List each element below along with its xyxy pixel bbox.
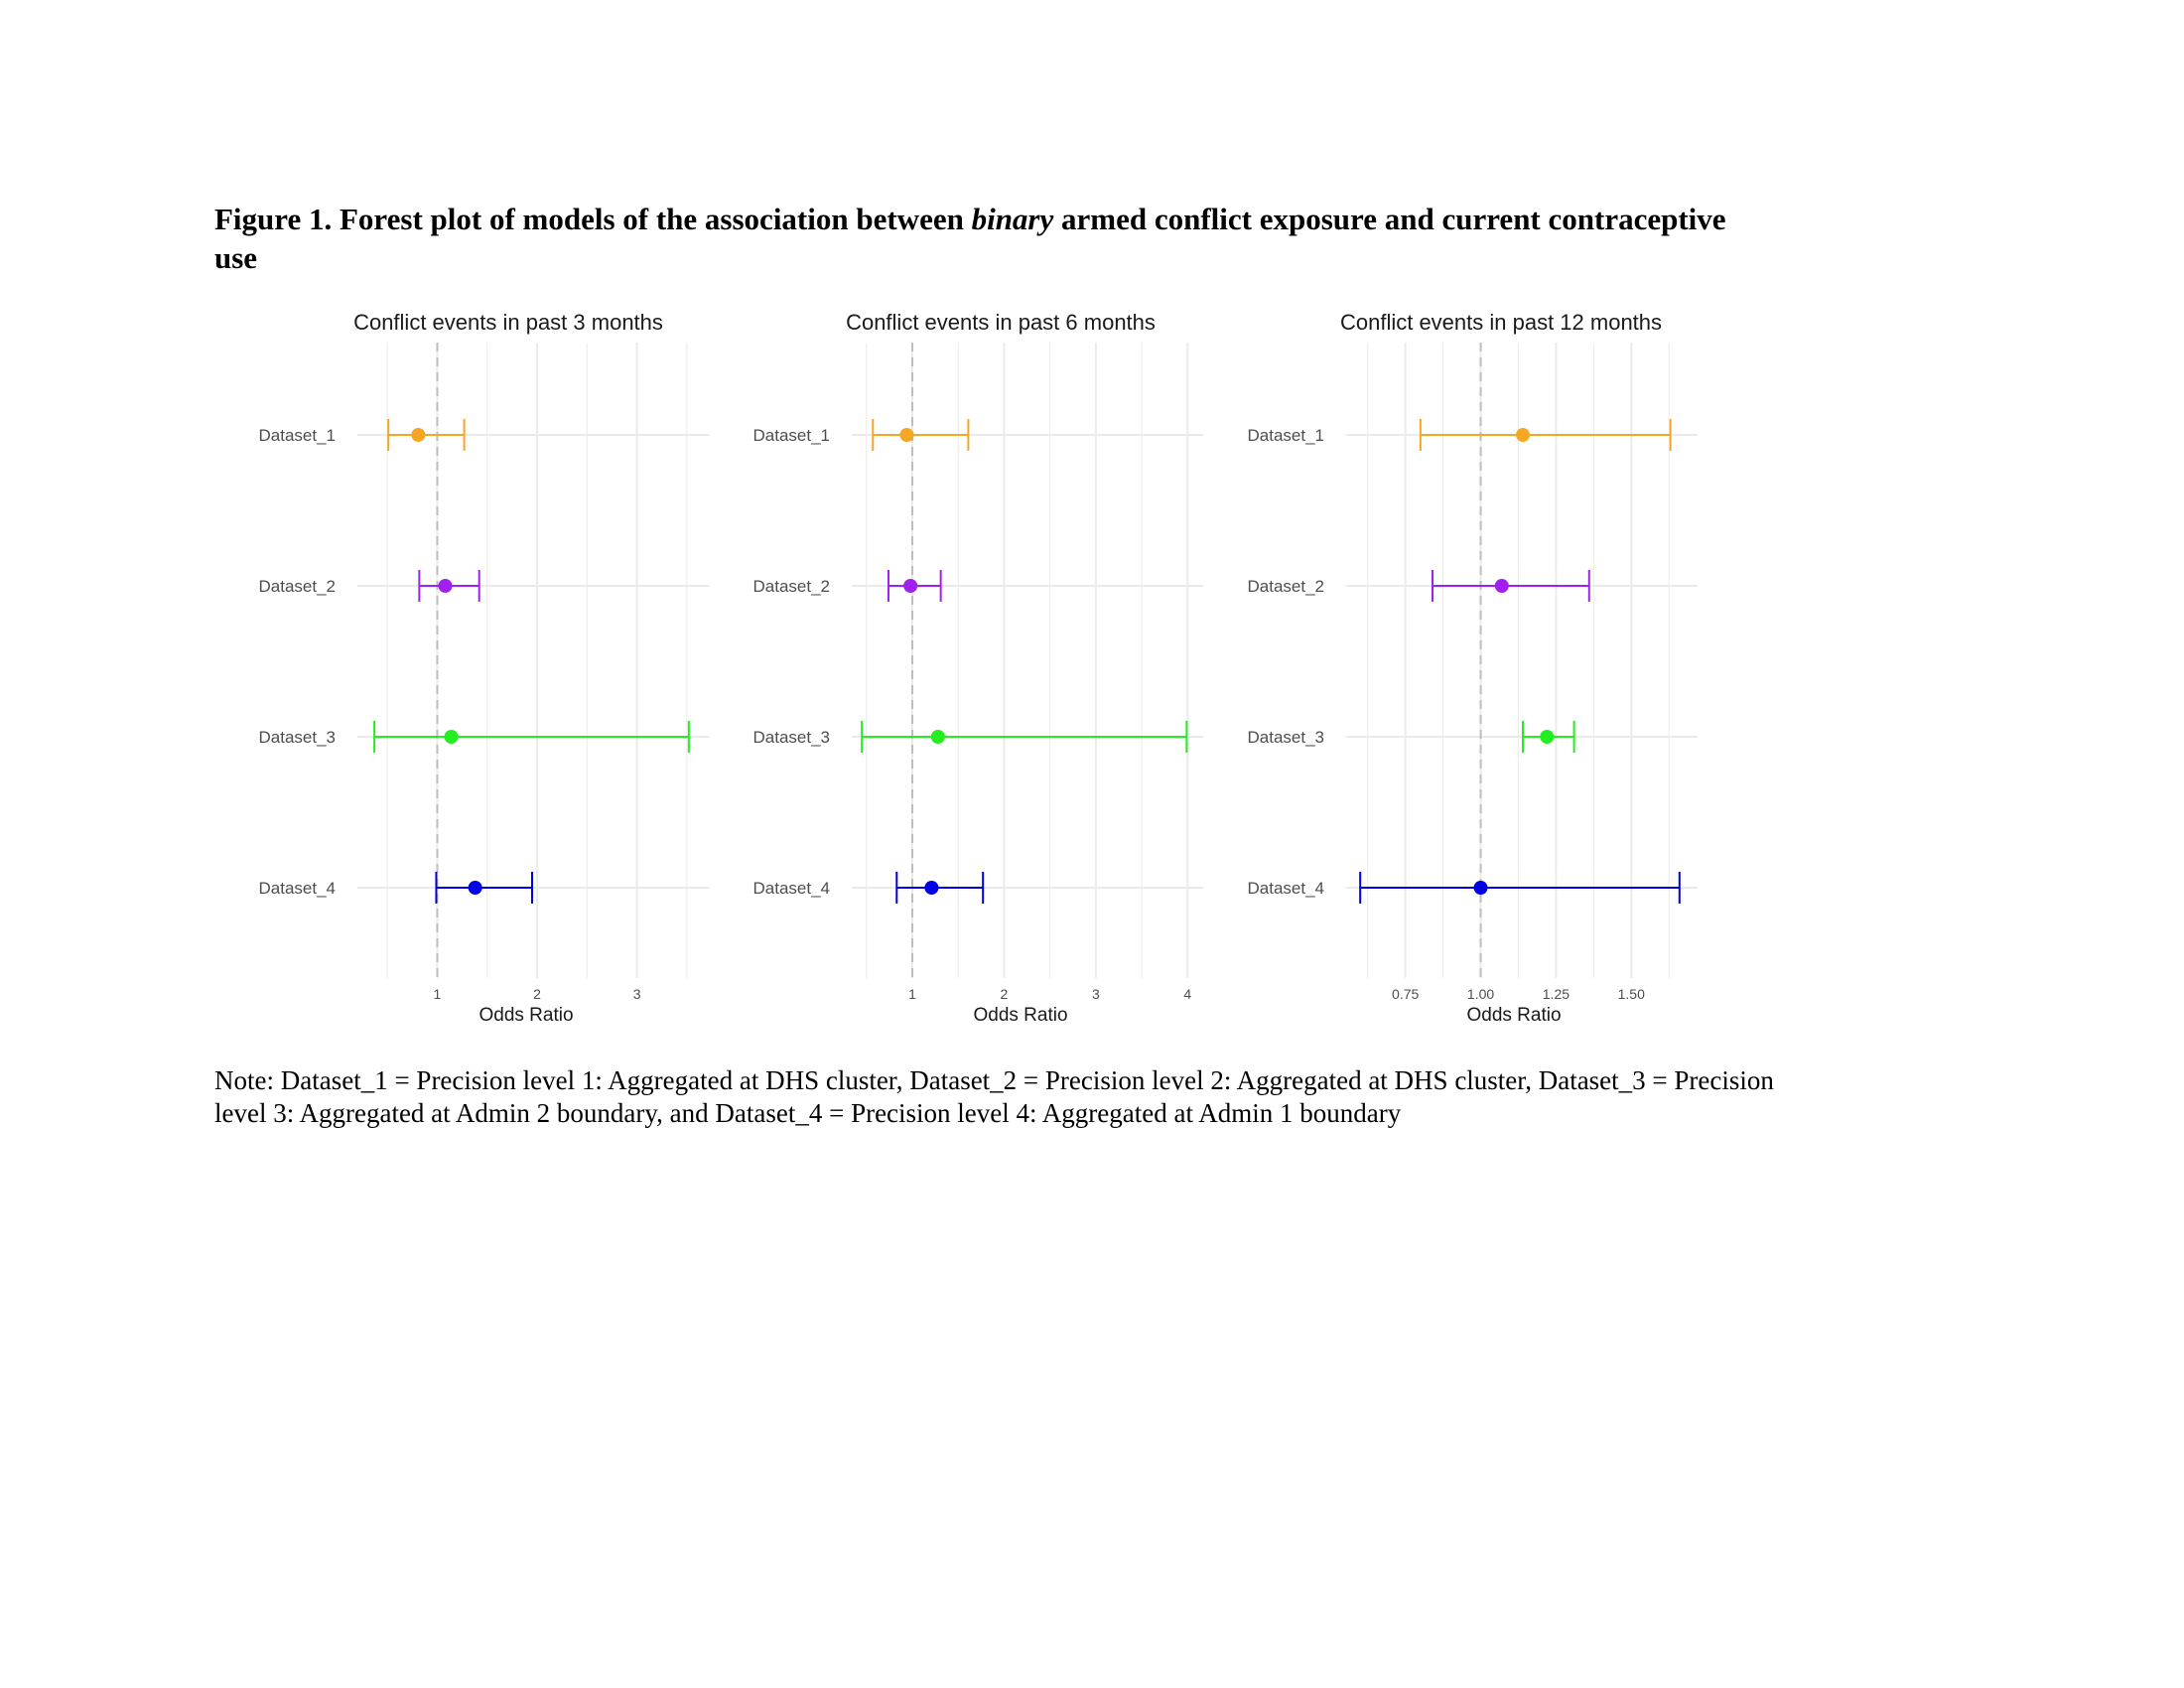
panel-title: Conflict events in past 3 months [353,310,663,335]
forest-panel-1: Conflict events in past 3 months Dataset_… [259,310,710,1026]
tick-label: 1 [434,986,442,1002]
tick-label: 2 [1001,986,1009,1002]
category-label: Dataset_3 [1248,728,1325,747]
tick-label: 2 [533,986,541,1002]
forest-panel-3: Conflict events in past 12 months Dataset… [1248,310,1698,1026]
category-label: Dataset_4 [1248,879,1325,898]
figure-title: Figure 1. Forest plot of models of the a… [214,200,1763,277]
estimate-point [1473,881,1488,895]
tick-label: 0.75 [1392,986,1419,1002]
category-label: Dataset_1 [259,426,337,445]
category-label: Dataset_2 [259,577,337,596]
tick-label: 3 [1092,986,1100,1002]
category-label: Dataset_1 [753,426,831,445]
figure-title-end: armed conflict exposure and current cont… [214,202,1726,275]
estimate-point [899,428,914,442]
figure-note: Note: Dataset_1 = Precision level 1: Agg… [214,1065,1774,1128]
category-label: Dataset_3 [753,728,831,747]
estimate-point [468,881,482,895]
panel-title: Conflict events in past 6 months [846,310,1156,335]
x-axis-label: Odds Ratio [478,1005,573,1026]
figure-title-emphasis: binary [971,202,1054,236]
estimate-point [1540,730,1555,744]
tick-label: 1.50 [1618,986,1645,1002]
category-label: Dataset_1 [1248,426,1325,445]
panel-title: Conflict events in past 12 months [1340,310,1662,335]
category-label: Dataset_2 [753,577,831,596]
tick-label: 3 [633,986,641,1002]
forest-panel-2: Conflict events in past 6 months Dataset_… [753,310,1203,1026]
category-label: Dataset_2 [1248,577,1325,596]
category-label: Dataset_3 [259,728,337,747]
category-label: Dataset_4 [753,879,831,898]
x-axis-label: Odds Ratio [1466,1005,1561,1026]
x-axis-label: Odds Ratio [973,1005,1067,1026]
estimate-point [903,579,918,593]
tick-label: 1.00 [1467,986,1494,1002]
estimate-point [444,730,459,744]
tick-label: 4 [1183,986,1191,1002]
estimate-point [411,428,426,442]
category-label: Dataset_4 [259,879,337,898]
estimate-point [438,579,453,593]
estimate-point [930,730,945,744]
figure-title-start: Figure 1. Forest plot of models of the a… [214,202,972,236]
estimate-point [1494,579,1509,593]
estimate-point [924,881,939,895]
tick-label: 1 [908,986,916,1002]
tick-label: 1.25 [1543,986,1570,1002]
estimate-point [1516,428,1531,442]
